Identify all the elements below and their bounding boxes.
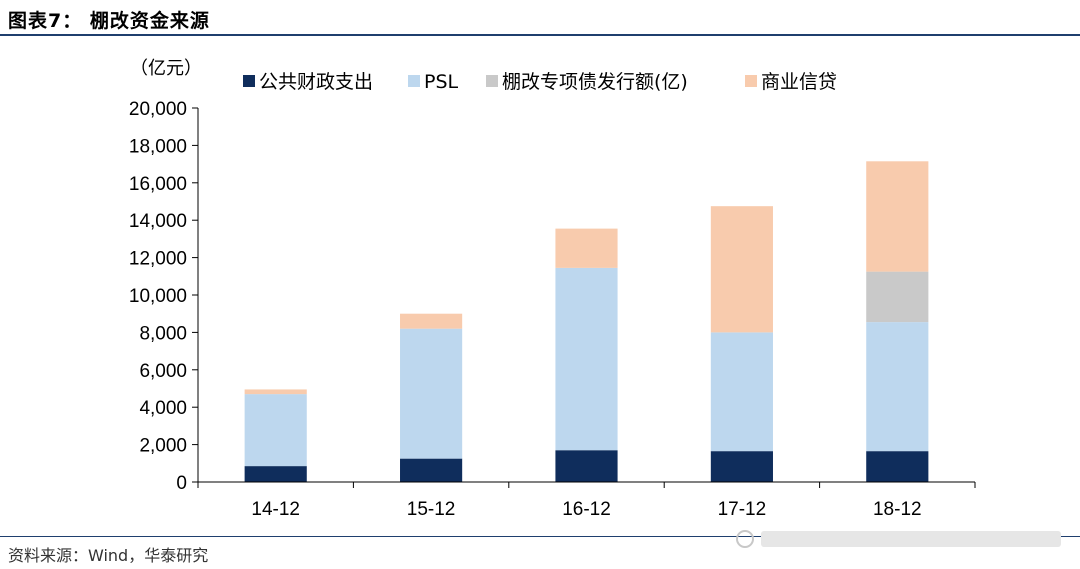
bar-segment-17-12-series-1 [710,332,773,452]
y-axis-ticks: 0 2,000 4,000 6,000 8,000 10,000 12,000 14,000 1… [129,99,199,494]
bar-segment-16-12-series-3 [555,228,618,268]
bar-segment-17-12-series-3 [710,206,773,333]
y-tick-label: 20,000 [129,99,187,120]
bar-segment-18-12-series-1 [866,322,929,452]
bar-segment-14-12-series-1 [244,394,307,467]
legend-swatch-2 [486,75,498,87]
y-axis-unit-label: （亿元） [130,58,202,79]
legend-label-1: PSL [424,71,459,93]
legend-label-3: 商业信贷 [761,71,837,93]
y-tick-label: 16,000 [129,174,187,195]
y-tick-label: 0 [176,473,187,494]
y-tick-label: 6,000 [139,361,187,382]
x-tick-label: 14-12 [251,499,300,520]
x-tick-label: 16-12 [562,499,611,520]
bar-segment-15-12-series-3 [400,313,463,329]
bar-segment-17-12-series-0 [710,451,773,482]
x-tick-label: 15-12 [407,499,456,520]
bar-segment-16-12-series-1 [555,267,618,451]
legend-swatch-1 [408,75,420,87]
stacked-bar-chart: 公共财政支出 PSL 棚改专项债发行额(亿) 商业信贷 （亿元） 0 2,000 4,00… [129,58,976,520]
y-tick-label: 18,000 [129,136,187,157]
legend-label-0: 公共财政支出 [259,71,373,93]
bars [244,161,929,482]
source-note: 资料来源：Wind，华泰研究 [8,546,209,565]
watermark [735,525,1065,553]
bar-segment-15-12-series-1 [400,328,463,459]
figure-title: 图表7： 棚改资金来源 [8,10,210,32]
y-tick-label: 2,000 [139,436,187,457]
y-tick-label: 4,000 [139,398,187,419]
chart-legend: 公共财政支出 PSL 棚改专项债发行额(亿) 商业信贷 [243,71,837,93]
legend-swatch-0 [243,75,255,87]
bar-segment-14-12-series-0 [244,466,307,482]
y-tick-label: 10,000 [129,286,187,307]
y-tick-label: 8,000 [139,323,187,344]
x-tick-label: 18-12 [873,499,922,520]
title-divider [0,34,1080,36]
footer-divider [0,536,1080,537]
bar-segment-18-12-series-2 [866,271,929,323]
y-tick-label: 14,000 [129,211,187,232]
y-tick-label: 12,000 [129,249,187,270]
legend-swatch-3 [745,75,757,87]
bar-segment-18-12-series-3 [866,161,929,272]
bar-segment-16-12-series-0 [555,450,618,482]
x-axis: 14-12 15-12 16-12 17-12 18-12 [197,481,976,520]
bar-segment-18-12-series-0 [866,451,929,482]
legend-label-2: 棚改专项债发行额(亿) [502,71,688,93]
bar-segment-14-12-series-3 [244,389,307,395]
x-tick-label: 17-12 [718,499,767,520]
bar-segment-15-12-series-0 [400,458,463,482]
